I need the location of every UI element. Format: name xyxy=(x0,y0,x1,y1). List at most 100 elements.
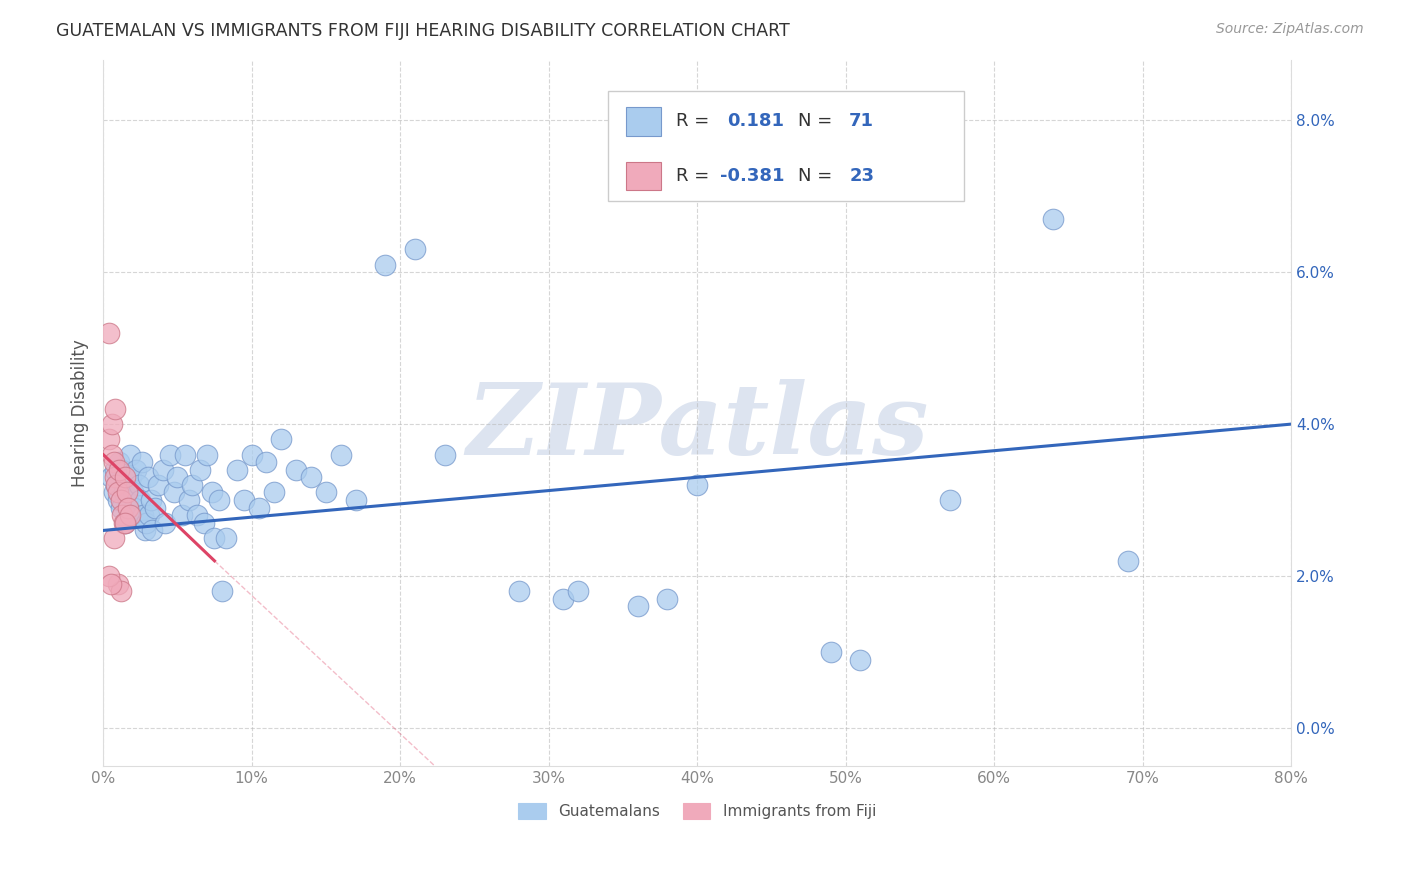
Point xyxy=(98,433,121,447)
Point xyxy=(181,478,204,492)
Point xyxy=(433,448,456,462)
Point xyxy=(285,463,308,477)
Point xyxy=(849,652,872,666)
Point xyxy=(152,463,174,477)
Point xyxy=(627,599,650,614)
Point xyxy=(103,485,125,500)
Point xyxy=(138,508,160,523)
Text: -0.381: -0.381 xyxy=(720,167,785,186)
Text: Source: ZipAtlas.com: Source: ZipAtlas.com xyxy=(1216,22,1364,37)
Point xyxy=(100,470,122,484)
Point xyxy=(188,463,211,477)
Point xyxy=(200,485,222,500)
Point xyxy=(104,401,127,416)
Point xyxy=(110,584,132,599)
Text: 71: 71 xyxy=(849,112,875,130)
Point xyxy=(211,584,233,599)
Point xyxy=(170,508,193,523)
Point xyxy=(186,508,208,523)
Point xyxy=(159,448,181,462)
Point xyxy=(208,493,231,508)
Text: R =: R = xyxy=(676,112,714,130)
Text: R =: R = xyxy=(676,167,714,186)
Point xyxy=(508,584,530,599)
Point xyxy=(98,326,121,340)
Point xyxy=(139,493,162,508)
Point xyxy=(1042,212,1064,227)
Text: ZIPatlas: ZIPatlas xyxy=(465,378,928,475)
Point xyxy=(98,569,121,583)
Point xyxy=(114,516,136,530)
Point xyxy=(100,576,122,591)
Point xyxy=(163,485,186,500)
Point xyxy=(299,470,322,484)
Point xyxy=(104,463,127,477)
Point xyxy=(134,524,156,538)
Point xyxy=(111,508,134,523)
Point xyxy=(103,455,125,469)
Point xyxy=(143,500,166,515)
Point xyxy=(118,508,141,523)
Point xyxy=(125,463,148,477)
Point xyxy=(938,493,960,508)
Point xyxy=(247,500,270,515)
Point xyxy=(657,591,679,606)
Point xyxy=(115,485,138,500)
Point xyxy=(132,508,155,523)
Point xyxy=(136,470,159,484)
Point xyxy=(107,493,129,508)
Point xyxy=(120,470,142,484)
Point xyxy=(141,524,163,538)
Text: N =: N = xyxy=(799,112,838,130)
Point xyxy=(404,243,426,257)
Point xyxy=(135,516,157,530)
Point xyxy=(344,493,367,508)
Point xyxy=(315,485,337,500)
Text: 23: 23 xyxy=(849,167,875,186)
Point xyxy=(108,455,131,469)
Point xyxy=(128,478,150,492)
Text: 0.181: 0.181 xyxy=(727,112,783,130)
Point xyxy=(117,493,139,508)
Point xyxy=(553,591,575,606)
Point xyxy=(103,531,125,545)
Point xyxy=(1116,554,1139,568)
Point xyxy=(233,493,256,508)
Legend: Guatemalans, Immigrants from Fiji: Guatemalans, Immigrants from Fiji xyxy=(512,797,882,825)
Point xyxy=(101,417,124,431)
Text: N =: N = xyxy=(799,167,838,186)
Point xyxy=(114,516,136,530)
Point xyxy=(193,516,215,530)
Point xyxy=(110,500,132,515)
Point xyxy=(129,493,152,508)
Point xyxy=(146,478,169,492)
Point xyxy=(155,516,177,530)
Point xyxy=(105,478,128,492)
Point xyxy=(101,448,124,462)
Point xyxy=(105,478,128,492)
Point xyxy=(107,576,129,591)
Point xyxy=(111,463,134,477)
Point xyxy=(225,463,247,477)
Text: GUATEMALAN VS IMMIGRANTS FROM FIJI HEARING DISABILITY CORRELATION CHART: GUATEMALAN VS IMMIGRANTS FROM FIJI HEARI… xyxy=(56,22,790,40)
Y-axis label: Hearing Disability: Hearing Disability xyxy=(72,339,89,487)
Point xyxy=(686,478,709,492)
Point xyxy=(374,258,396,272)
Point xyxy=(118,448,141,462)
Point xyxy=(131,455,153,469)
Point xyxy=(166,470,188,484)
Point xyxy=(117,500,139,515)
Point xyxy=(114,470,136,484)
Point xyxy=(820,645,842,659)
Bar xyxy=(626,162,661,190)
Point xyxy=(108,463,131,477)
Point xyxy=(127,508,149,523)
Point xyxy=(204,531,226,545)
Point xyxy=(270,433,292,447)
Point xyxy=(179,493,201,508)
Bar xyxy=(626,107,661,136)
Point xyxy=(121,485,143,500)
Point xyxy=(107,485,129,500)
Point xyxy=(112,516,135,530)
Point xyxy=(256,455,278,469)
